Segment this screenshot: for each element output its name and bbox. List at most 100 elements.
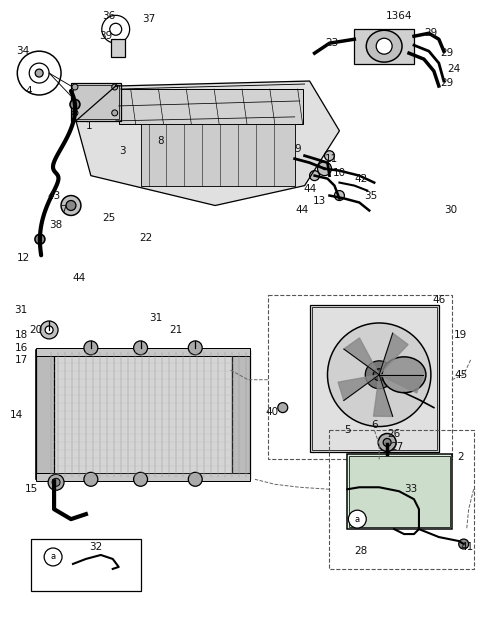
Text: 40: 40 <box>265 406 278 417</box>
Bar <box>31 539 141 591</box>
Text: 7: 7 <box>60 205 66 216</box>
Text: 35: 35 <box>365 191 378 200</box>
Ellipse shape <box>335 191 344 200</box>
Ellipse shape <box>72 110 78 116</box>
Ellipse shape <box>278 403 288 413</box>
Ellipse shape <box>382 357 426 392</box>
Text: 28: 28 <box>355 546 368 556</box>
Text: 44: 44 <box>303 184 316 193</box>
Ellipse shape <box>324 151 335 161</box>
Ellipse shape <box>365 361 393 389</box>
Ellipse shape <box>366 30 402 62</box>
Text: 4: 4 <box>26 86 33 96</box>
Ellipse shape <box>70 100 80 109</box>
Polygon shape <box>344 338 379 375</box>
Ellipse shape <box>102 15 130 43</box>
Text: 10: 10 <box>333 168 346 177</box>
Text: 45: 45 <box>454 370 468 380</box>
Bar <box>71 83 120 121</box>
Bar <box>232 350 250 479</box>
Text: 42: 42 <box>355 174 368 184</box>
Bar <box>73 85 119 119</box>
Text: 23: 23 <box>325 38 338 48</box>
Text: 39: 39 <box>99 31 112 41</box>
Text: 1364: 1364 <box>386 11 412 21</box>
Ellipse shape <box>35 69 43 77</box>
Text: 32: 32 <box>89 542 102 552</box>
Bar <box>111 39 125 57</box>
Polygon shape <box>379 333 408 375</box>
Text: 12: 12 <box>17 253 30 263</box>
Text: 29: 29 <box>440 78 454 88</box>
Text: 31: 31 <box>15 305 28 315</box>
Ellipse shape <box>110 24 122 35</box>
Ellipse shape <box>40 321 58 339</box>
Ellipse shape <box>52 478 60 486</box>
Text: a: a <box>50 553 56 561</box>
Text: 36: 36 <box>102 11 115 21</box>
Text: 33: 33 <box>404 484 418 494</box>
Ellipse shape <box>72 84 78 90</box>
Text: 3: 3 <box>120 145 126 156</box>
Text: 46: 46 <box>432 295 445 305</box>
Text: 30: 30 <box>444 205 457 216</box>
Text: 44: 44 <box>295 205 308 216</box>
Ellipse shape <box>17 51 61 95</box>
Text: 17: 17 <box>15 355 28 365</box>
Polygon shape <box>338 375 379 401</box>
Ellipse shape <box>44 548 62 566</box>
Ellipse shape <box>376 38 392 54</box>
Bar <box>36 473 250 481</box>
Text: 43: 43 <box>48 191 60 200</box>
Text: 24: 24 <box>447 64 460 74</box>
Ellipse shape <box>45 326 53 334</box>
Ellipse shape <box>373 369 385 381</box>
Bar <box>349 456 450 527</box>
Ellipse shape <box>84 472 98 486</box>
Ellipse shape <box>112 110 118 116</box>
Text: 41: 41 <box>460 542 473 552</box>
Ellipse shape <box>348 510 366 528</box>
Text: 15: 15 <box>24 484 38 494</box>
Text: 44: 44 <box>72 273 85 283</box>
Text: 19: 19 <box>454 330 468 340</box>
Bar <box>348 454 452 529</box>
Text: 14: 14 <box>10 410 23 420</box>
Bar <box>354 29 414 64</box>
Text: 13: 13 <box>313 195 326 205</box>
Text: 9: 9 <box>294 144 301 154</box>
Text: 20: 20 <box>30 325 43 335</box>
Ellipse shape <box>29 63 49 83</box>
Polygon shape <box>373 375 393 417</box>
Text: 27: 27 <box>390 442 404 452</box>
Ellipse shape <box>112 84 118 90</box>
Bar <box>329 429 474 569</box>
Text: 8: 8 <box>157 136 164 145</box>
Text: 22: 22 <box>139 234 152 243</box>
Text: 21: 21 <box>169 325 182 335</box>
Ellipse shape <box>188 341 202 355</box>
Bar <box>310 305 439 452</box>
Ellipse shape <box>378 433 396 452</box>
Text: 16: 16 <box>15 343 28 353</box>
Ellipse shape <box>327 323 431 427</box>
Text: 11: 11 <box>325 154 338 164</box>
Bar <box>36 348 250 356</box>
Ellipse shape <box>48 474 64 490</box>
Text: 6: 6 <box>371 420 378 429</box>
Ellipse shape <box>459 539 468 549</box>
Ellipse shape <box>188 472 202 486</box>
Text: 37: 37 <box>142 14 155 24</box>
Polygon shape <box>76 81 339 205</box>
Text: 2: 2 <box>457 452 464 463</box>
Ellipse shape <box>84 341 98 355</box>
Bar <box>119 89 302 124</box>
Text: 29: 29 <box>424 28 437 38</box>
Ellipse shape <box>310 170 320 181</box>
Text: 34: 34 <box>17 46 30 56</box>
Ellipse shape <box>133 341 147 355</box>
Text: 38: 38 <box>49 220 63 230</box>
Text: 26: 26 <box>387 429 401 440</box>
Bar <box>268 295 452 459</box>
Text: 25: 25 <box>102 214 115 223</box>
